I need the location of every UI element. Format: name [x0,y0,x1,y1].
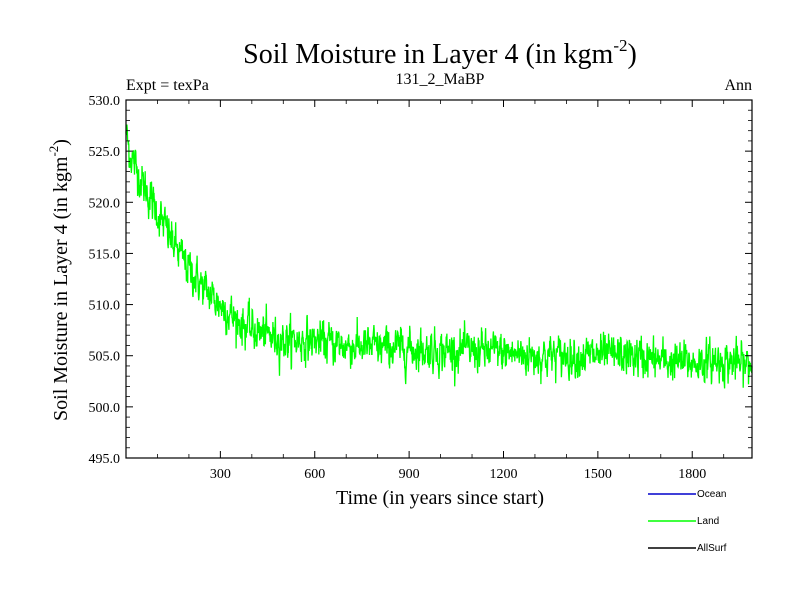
legend: Ocean Land AllSurf [648,489,727,554]
x-tick-label: 600 [304,467,325,482]
subtitle-left: Expt = texPa [126,77,209,94]
y-tick-label: 530.0 [89,94,121,109]
y-tick-label: 525.0 [89,145,121,160]
legend-label-ocean: Ocean [697,489,726,500]
x-tick-label: 1200 [489,467,517,482]
y-tick-label: 495.0 [89,452,121,467]
x-tick-label: 1500 [584,467,612,482]
ticks-layer: 495.0 500.0 505.0 510.0 515.0 520.0 525.0 530.0… [89,94,752,482]
x-axis-label: Time (in years since start) [336,487,544,509]
y-tick-label: 505.0 [89,350,121,365]
legend-label-allsurf: AllSurf [697,543,727,554]
plot-frame [125,99,753,459]
x-tick-label: 300 [210,467,231,482]
y-axis-label: Soil Moisture in Layer 4 (in kgm-2) [46,139,72,421]
x-tick-label: 900 [399,467,420,482]
subtitle-right: Ann [724,77,752,94]
subtitle-center: 131_2_MaBP [396,71,485,88]
y-tick-label: 500.0 [89,401,121,416]
legend-label-land: Land [697,516,719,527]
y-tick-label: 510.0 [89,299,121,314]
y-tick-label: 515.0 [89,247,121,262]
chart-title: Soil Moisture in Layer 4 (in kgm-2) [243,36,637,70]
x-tick-label: 1800 [678,467,706,482]
y-tick-label: 520.0 [89,196,121,211]
series-line-land [125,124,753,389]
series-layer [125,124,753,389]
